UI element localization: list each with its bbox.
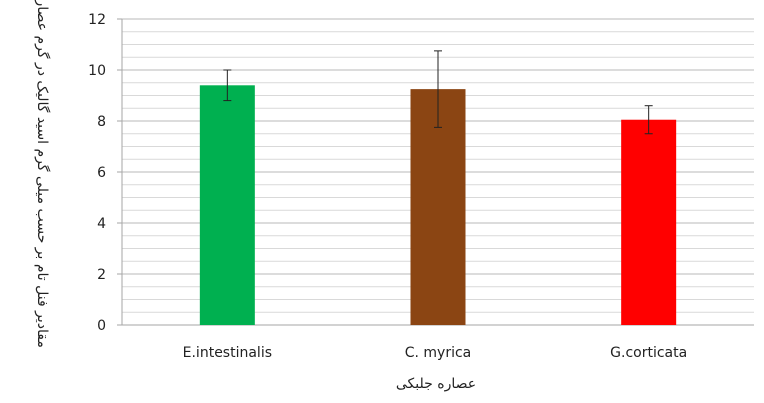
bars bbox=[199, 85, 677, 325]
bar bbox=[621, 119, 677, 325]
x-tick-label: E.intestinalis bbox=[183, 345, 272, 361]
bar bbox=[410, 89, 466, 325]
x-tick-labels: E.intestinalis C. myrica G.corticata bbox=[183, 345, 688, 361]
error-bars bbox=[223, 50, 653, 135]
y-tick-label: 0 bbox=[97, 318, 106, 334]
y-tick-label: 10 bbox=[88, 63, 106, 79]
x-tick-label: C. myrica bbox=[405, 345, 472, 361]
x-axis-title: عصاره جلبکی bbox=[396, 376, 476, 392]
bar bbox=[199, 85, 255, 325]
y-tick-labels: 0 2 4 6 8 10 12 bbox=[88, 12, 106, 334]
y-tick-label: 8 bbox=[97, 114, 106, 130]
y-tick-label: 4 bbox=[97, 216, 106, 232]
y-tick-label: 12 bbox=[88, 12, 106, 28]
y-tick-label: 6 bbox=[97, 165, 106, 181]
y-tick-label: 2 bbox=[97, 267, 106, 283]
y-axis-title: مقادیر فنل تام بر حسب میلی گرم اسید گالی… bbox=[34, 0, 51, 348]
x-tick-label: G.corticata bbox=[610, 345, 687, 361]
